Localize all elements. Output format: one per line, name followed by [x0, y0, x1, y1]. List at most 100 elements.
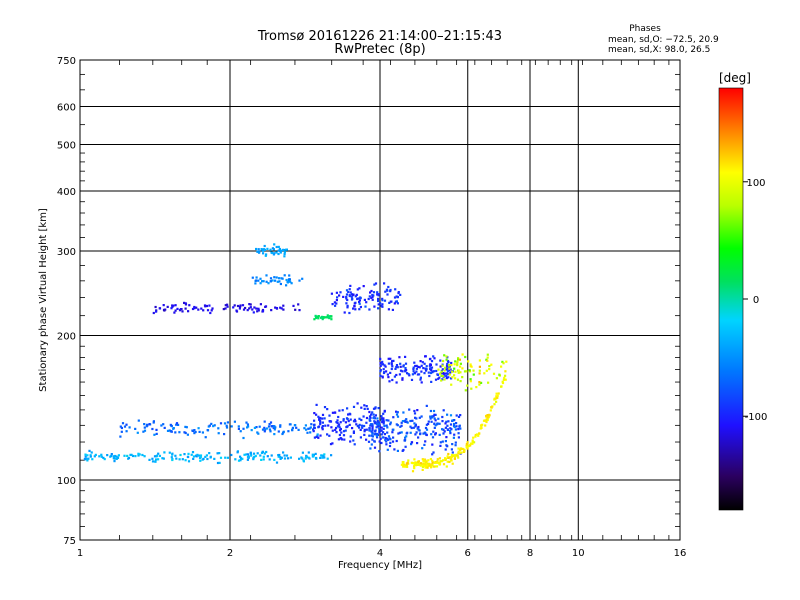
data-point: [373, 433, 376, 436]
data-point: [205, 304, 208, 308]
data-point: [434, 465, 437, 468]
data-point: [486, 353, 489, 356]
data-point: [313, 436, 316, 439]
data-point: [163, 451, 166, 454]
data-point: [445, 436, 448, 439]
data-point: [382, 419, 385, 422]
data-point: [434, 419, 437, 422]
data-point: [269, 430, 272, 433]
data-point: [451, 376, 454, 379]
data-point: [342, 419, 345, 422]
data-point: [232, 306, 235, 309]
data-point: [411, 419, 414, 422]
data-point: [399, 369, 403, 372]
data-point: [423, 443, 426, 446]
data-point: [488, 414, 491, 417]
data-point: [368, 295, 371, 298]
data-point: [160, 424, 163, 427]
data-point: [387, 435, 391, 438]
data-point: [303, 427, 306, 430]
data-point: [500, 385, 503, 388]
data-point: [413, 463, 416, 466]
data-point: [374, 421, 377, 424]
data-point: [478, 383, 481, 386]
data-point: [298, 457, 301, 460]
data-point: [497, 392, 500, 395]
data-point: [383, 364, 386, 367]
data-point: [451, 443, 454, 446]
data-point: [197, 454, 201, 457]
data-point: [269, 277, 273, 280]
data-point: [345, 295, 348, 299]
data-point: [478, 365, 481, 368]
data-point: [301, 457, 304, 460]
data-point: [425, 428, 429, 431]
data-point: [410, 441, 414, 444]
data-point: [459, 362, 462, 365]
x-tick-label: 2: [227, 548, 233, 559]
data-point: [369, 416, 372, 419]
y-tick-label: 600: [57, 103, 76, 114]
data-point: [197, 427, 200, 430]
data-point: [446, 424, 449, 427]
data-point: [384, 436, 387, 440]
data-point: [383, 282, 386, 285]
data-point: [402, 364, 405, 367]
data-point: [370, 430, 373, 433]
data-point: [188, 304, 191, 307]
data-point: [424, 440, 427, 443]
data-point: [370, 289, 373, 293]
data-point: [490, 363, 493, 366]
data-point: [413, 422, 416, 425]
data-point: [336, 419, 339, 422]
data-point: [253, 426, 256, 429]
data-point: [401, 449, 404, 452]
data-point: [347, 290, 350, 294]
data-point: [331, 303, 334, 306]
y-tick-label: 75: [63, 536, 76, 547]
data-point: [308, 427, 311, 430]
data-point: [413, 458, 416, 461]
data-point: [326, 408, 329, 411]
data-point: [265, 450, 268, 454]
data-point: [478, 369, 481, 372]
data-point: [472, 373, 475, 376]
data-point: [395, 373, 398, 377]
data-point: [441, 368, 444, 371]
data-point: [442, 459, 445, 462]
data-point: [376, 423, 379, 426]
data-point: [319, 423, 322, 426]
data-point: [187, 310, 190, 313]
data-point: [161, 457, 164, 460]
data-point: [453, 367, 456, 370]
data-point: [434, 378, 438, 381]
data-point: [100, 453, 103, 456]
data-point: [447, 420, 450, 423]
data-point: [115, 455, 118, 458]
data-point: [258, 250, 261, 253]
data-point: [209, 311, 212, 315]
data-point: [191, 307, 195, 311]
data-point: [444, 448, 447, 451]
data-point: [153, 433, 156, 436]
data-point: [345, 293, 349, 296]
data-point: [438, 433, 441, 436]
data-point: [285, 278, 288, 282]
data-point: [287, 457, 290, 460]
data-point: [349, 440, 352, 443]
data-point: [196, 453, 199, 456]
data-point: [445, 368, 448, 371]
data-point: [376, 420, 379, 423]
data-point: [357, 425, 360, 428]
data-point: [317, 415, 320, 418]
data-point: [432, 451, 435, 454]
data-point: [275, 251, 278, 254]
data-point: [448, 373, 451, 376]
data-point: [210, 309, 213, 312]
data-point: [421, 361, 424, 364]
data-point: [326, 433, 329, 436]
data-point: [315, 403, 318, 406]
data-point: [450, 364, 453, 367]
data-point: [338, 294, 341, 297]
data-point: [373, 440, 376, 443]
